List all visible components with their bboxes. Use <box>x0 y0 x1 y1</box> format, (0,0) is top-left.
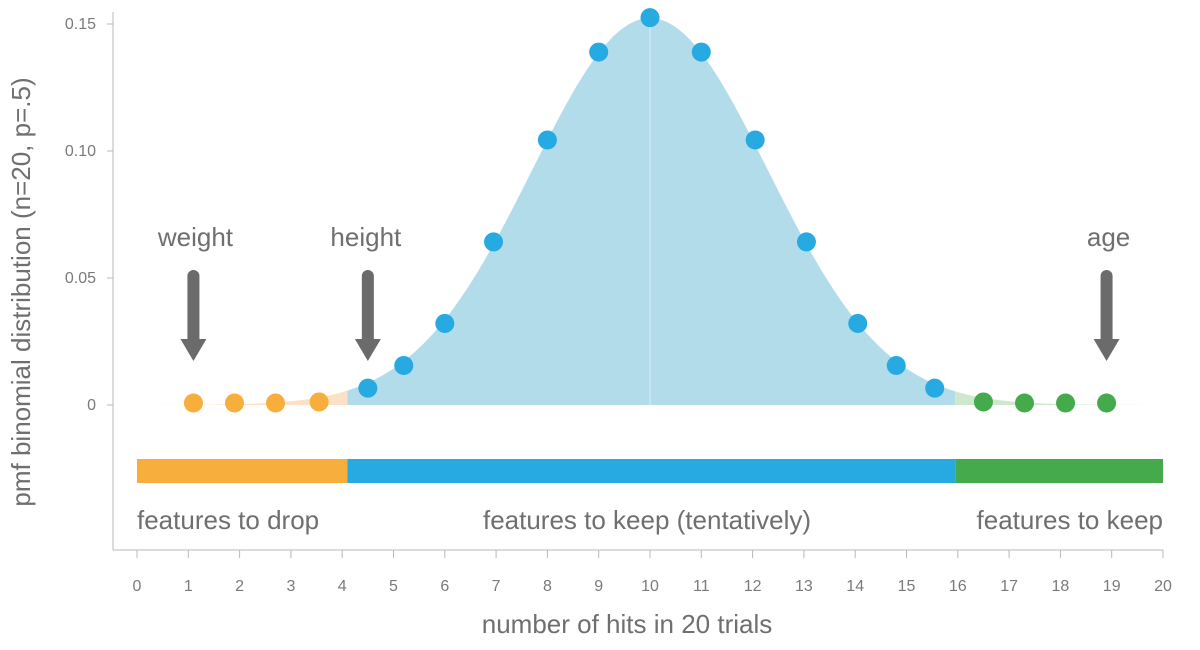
data-point <box>484 232 504 252</box>
x-tick-label: 20 <box>1154 578 1172 595</box>
annotations: weight height age <box>157 222 1130 361</box>
data-point <box>224 393 244 413</box>
x-tick-label: 6 <box>440 578 449 595</box>
region-label-1: features to keep (tentatively) <box>483 505 811 535</box>
arrow-head <box>354 339 381 361</box>
region-bar-1 <box>347 459 956 483</box>
region-fill-2 <box>955 391 1163 405</box>
x-axis-label: number of hits in 20 trials <box>482 609 772 639</box>
y-tick-label: 0.05 <box>65 270 96 287</box>
x-tick-label: 12 <box>744 578 762 595</box>
data-point <box>640 8 660 28</box>
x-tick-label: 14 <box>846 578 864 595</box>
data-point <box>266 393 286 413</box>
x-tick-label: 17 <box>1000 578 1018 595</box>
x-tick-label: 2 <box>235 578 244 595</box>
y-axis-label: pmf binomial distribution (n=20, p=.5) <box>6 77 36 506</box>
annotation-label-weight: weight <box>157 222 234 252</box>
y-tick-label: 0 <box>87 397 96 414</box>
data-point <box>394 356 414 376</box>
x-tick-label: 15 <box>898 578 916 595</box>
x-tick-label: 16 <box>949 578 967 595</box>
x-tick-label: 9 <box>594 578 603 595</box>
x-tick-label: 7 <box>492 578 501 595</box>
x-tick-label: 4 <box>338 578 347 595</box>
data-point <box>1014 393 1034 413</box>
data-point <box>925 378 945 398</box>
arrow-head <box>1093 339 1120 361</box>
x-tick-label: 13 <box>795 578 813 595</box>
data-point <box>1056 393 1076 413</box>
arrow-icon <box>180 270 207 361</box>
x-tick-label: 0 <box>133 578 142 595</box>
x-tick-label: 10 <box>641 578 659 595</box>
y-tick-label: 0.10 <box>65 143 96 160</box>
data-points <box>183 8 1117 413</box>
x-tick-label: 8 <box>543 578 552 595</box>
region-fill-0 <box>137 390 348 405</box>
data-point <box>796 232 816 252</box>
distribution-fill <box>137 18 1163 406</box>
x-tick-label: 3 <box>286 578 295 595</box>
data-point <box>589 42 609 62</box>
data-point <box>691 42 711 62</box>
data-point <box>745 130 765 150</box>
data-point <box>309 392 329 412</box>
annotation-label-height: height <box>330 222 402 252</box>
data-point <box>886 356 906 376</box>
y-tick-label: 0.15 <box>65 16 96 33</box>
x-tick-label: 11 <box>693 578 710 595</box>
data-point <box>435 313 455 333</box>
data-point <box>1097 393 1117 413</box>
arrow-icon <box>1093 270 1120 361</box>
x-tick-label: 19 <box>1103 578 1121 595</box>
data-point <box>183 393 203 413</box>
data-point <box>358 378 378 398</box>
data-point <box>973 392 993 412</box>
x-tick-label: 18 <box>1052 578 1070 595</box>
annotation-label-age: age <box>1087 222 1130 252</box>
x-tick-label: 1 <box>184 578 193 595</box>
region-bar-0 <box>137 459 348 483</box>
region-bars: features to drop features to keep (tentat… <box>137 459 1163 535</box>
region-label-2: features to keep <box>977 505 1163 535</box>
axes: 00.050.100.150 1 2 3 4 5 6 7 8 9 10 11 12 13 14 15 16 17 1… <box>65 12 1172 595</box>
region-bar-2 <box>955 459 1163 483</box>
x-tick-label: 5 <box>389 578 398 595</box>
arrow-icon <box>354 270 381 361</box>
data-point <box>848 313 868 333</box>
region-label-0: features to drop <box>137 505 319 535</box>
data-point <box>537 130 557 150</box>
arrow-head <box>180 339 207 361</box>
region-fill-1 <box>347 18 956 406</box>
